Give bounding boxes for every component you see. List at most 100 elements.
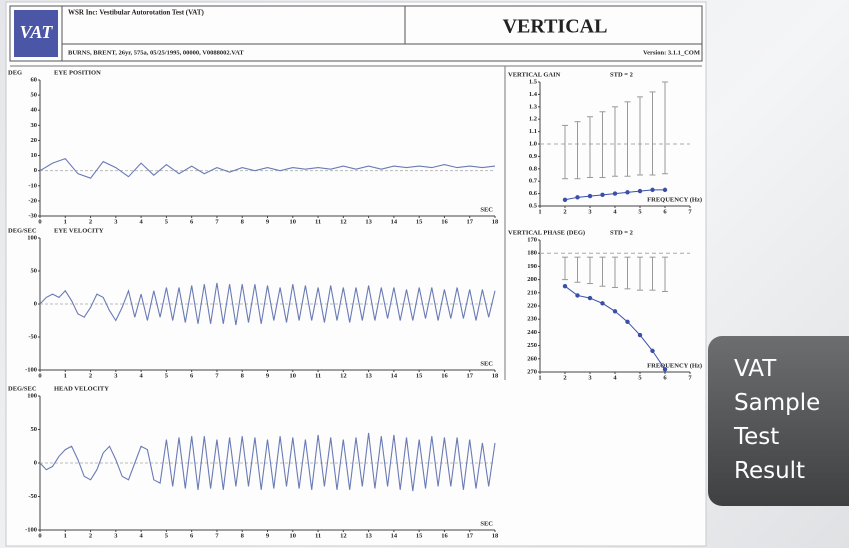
y-tick-label: 0.9 bbox=[529, 153, 538, 160]
side-label: VAT Sample Test Result bbox=[708, 336, 849, 506]
y-tick-label: -10 bbox=[28, 182, 37, 189]
x-tick-label: 4 bbox=[613, 374, 617, 381]
data-point bbox=[600, 192, 605, 198]
y-tick-label: 100 bbox=[27, 234, 37, 241]
y-tick-label: -100 bbox=[25, 366, 37, 373]
mode-title: VERTICAL bbox=[503, 16, 608, 38]
page bbox=[5, 1, 707, 547]
x-tick-label: 17 bbox=[466, 372, 473, 379]
y-tick-label: 30 bbox=[31, 122, 38, 129]
x-tick-label: 5 bbox=[638, 374, 642, 381]
x-tick-label: 3 bbox=[114, 218, 118, 225]
x-tick-label: 11 bbox=[315, 532, 321, 539]
x-tick-label: 1 bbox=[64, 218, 67, 225]
x-tick-label: 2 bbox=[89, 532, 92, 539]
x-tick-label: 13 bbox=[365, 372, 372, 379]
y-tick-label: 60 bbox=[31, 76, 38, 83]
x-tick-label: 0 bbox=[38, 372, 41, 379]
y-tick-label: 180 bbox=[527, 250, 537, 257]
chart-title: EYE POSITION bbox=[54, 69, 101, 76]
data-point bbox=[625, 190, 630, 195]
x-tick-label: 6 bbox=[663, 374, 667, 381]
y-tick-label: 10 bbox=[31, 152, 38, 159]
patient-info: BURNS, BRENT, 26yr, 575a, 05/25/1995, 00… bbox=[68, 49, 244, 56]
y-tick-label: 20 bbox=[31, 137, 38, 144]
data-point bbox=[600, 301, 605, 306]
y-tick-label: -100 bbox=[25, 526, 37, 533]
x-tick-label: 0 bbox=[38, 218, 41, 225]
y-tick-label: 170 bbox=[527, 236, 537, 243]
y-axis-label: DEG bbox=[8, 69, 22, 76]
x-tick-label: 6 bbox=[663, 208, 667, 215]
x-tick-label: 2 bbox=[89, 218, 92, 225]
side-label-line: VAT bbox=[734, 356, 777, 382]
y-tick-label: 100 bbox=[27, 392, 37, 399]
y-tick-label: -20 bbox=[28, 197, 37, 204]
x-tick-label: 7 bbox=[215, 372, 219, 379]
y-tick-label: 1.2 bbox=[529, 116, 537, 123]
x-tick-label: 4 bbox=[139, 532, 143, 539]
logo-text: VAT bbox=[20, 22, 54, 42]
x-tick-label: 17 bbox=[466, 532, 473, 539]
x-tick-label: 5 bbox=[165, 218, 169, 225]
x-tick-label: 9 bbox=[266, 532, 270, 539]
x-tick-label: 1 bbox=[538, 374, 541, 381]
chart-note: STD = 2 bbox=[610, 229, 633, 236]
x-tick-label: 13 bbox=[365, 532, 372, 539]
x-tick-label: 11 bbox=[315, 218, 321, 225]
y-tick-label: 210 bbox=[527, 289, 537, 296]
y-tick-label: 0 bbox=[34, 459, 37, 466]
chart-title: VERTICAL GAIN bbox=[508, 71, 561, 78]
y-axis-label: DEG/SEC bbox=[8, 385, 37, 392]
y-tick-label: 40 bbox=[31, 107, 38, 114]
x-axis-label: FREQUENCY (Hz) bbox=[647, 362, 702, 369]
data-point bbox=[625, 319, 630, 325]
y-tick-label: -30 bbox=[28, 212, 37, 219]
x-tick-label: 16 bbox=[441, 532, 448, 539]
y-tick-label: -50 bbox=[28, 333, 37, 340]
data-point bbox=[575, 293, 580, 298]
x-tick-label: 9 bbox=[266, 218, 270, 225]
y-tick-label: 190 bbox=[527, 263, 537, 270]
y-tick-label: 1.5 bbox=[529, 78, 538, 85]
x-tick-label: 14 bbox=[391, 372, 398, 379]
x-tick-label: 7 bbox=[688, 208, 692, 215]
chart-title: HEAD VELOCITY bbox=[54, 385, 109, 392]
x-tick-label: 10 bbox=[290, 372, 297, 379]
x-tick-label: 3 bbox=[588, 374, 592, 381]
data-point bbox=[650, 348, 655, 354]
y-tick-label: 240 bbox=[527, 329, 537, 336]
x-tick-label: 12 bbox=[340, 532, 347, 539]
signal-line bbox=[39, 432, 496, 492]
data-point bbox=[587, 295, 593, 301]
y-tick-label: 260 bbox=[527, 355, 537, 362]
x-tick-label: 5 bbox=[165, 372, 169, 379]
x-tick-label: 7 bbox=[688, 374, 692, 381]
x-tick-label: 1 bbox=[64, 372, 67, 379]
data-point bbox=[662, 367, 668, 372]
data-point bbox=[637, 188, 643, 194]
y-tick-label: 50 bbox=[31, 92, 38, 99]
x-tick-label: 16 bbox=[441, 218, 448, 225]
x-tick-label: 6 bbox=[190, 532, 194, 539]
x-tick-label: 15 bbox=[416, 532, 423, 539]
x-tick-label: 5 bbox=[165, 532, 169, 539]
x-tick-label: 2 bbox=[89, 372, 92, 379]
y-tick-label: 1.4 bbox=[529, 91, 538, 98]
x-tick-label: 7 bbox=[215, 218, 219, 225]
x-tick-label: 12 bbox=[340, 218, 347, 225]
data-point bbox=[562, 284, 568, 289]
x-tick-label: 15 bbox=[416, 372, 423, 379]
y-tick-label: 0 bbox=[34, 167, 37, 174]
x-axis-label: SEC bbox=[480, 520, 493, 527]
x-tick-label: 8 bbox=[241, 218, 245, 225]
x-tick-label: 14 bbox=[391, 532, 398, 539]
x-tick-label: 17 bbox=[466, 218, 473, 225]
x-axis-label: FREQUENCY (Hz) bbox=[647, 196, 702, 203]
side-label-line: Test bbox=[734, 424, 780, 450]
x-tick-label: 15 bbox=[416, 218, 423, 225]
x-tick-label: 1 bbox=[64, 532, 67, 539]
data-point bbox=[575, 195, 580, 200]
x-tick-label: 5 bbox=[638, 208, 642, 215]
